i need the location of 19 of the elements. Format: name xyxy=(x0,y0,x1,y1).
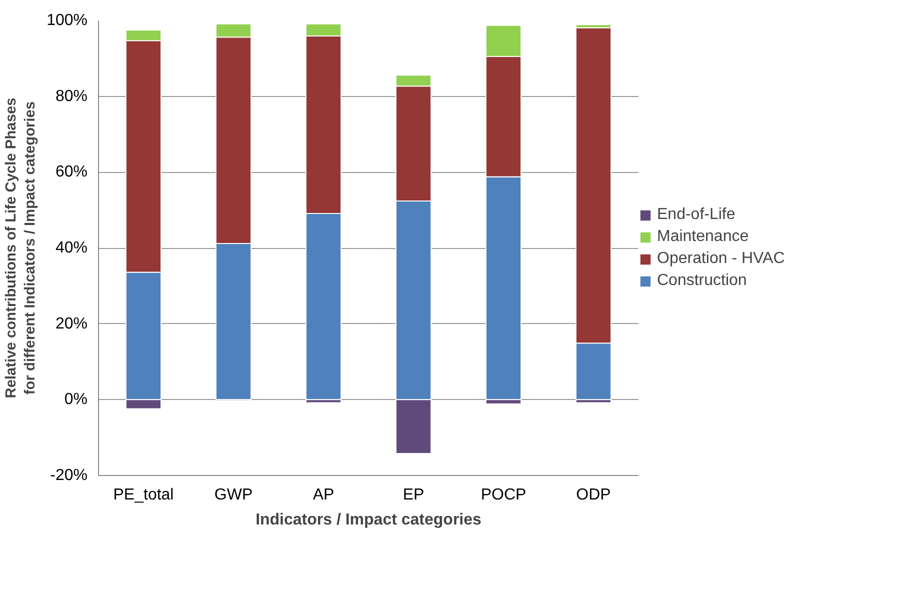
y-axis-title: Relative contributions of Life Cycle Phases for different Indicators / Impact categories xyxy=(3,98,39,398)
y-tick-label: 100% xyxy=(46,12,88,29)
legend-label: End-of-Life xyxy=(657,206,736,224)
y-tick-label: 80% xyxy=(55,88,88,105)
x-tick-label: POCP xyxy=(480,486,526,504)
x-tick-label: GWP xyxy=(214,486,253,504)
y-tick-label: 60% xyxy=(55,164,88,181)
x-tick-label: PE_total xyxy=(113,486,174,504)
y-tick-label: 0% xyxy=(64,391,88,408)
x-axis-title: Indicators / Impact categories xyxy=(256,512,482,528)
y-tick-label: 40% xyxy=(55,240,88,256)
legend-label: Operation - HVAC xyxy=(657,250,785,268)
x-tick-label: AP xyxy=(312,486,334,504)
x-tick-label: ODP xyxy=(576,486,611,504)
legend-label: Maintenance xyxy=(657,228,749,246)
y-tick-label: -20% xyxy=(50,467,88,484)
legend-label: Construction xyxy=(657,272,747,290)
y-tick-label: 20% xyxy=(55,315,88,332)
x-tick-label: EP xyxy=(402,486,424,504)
